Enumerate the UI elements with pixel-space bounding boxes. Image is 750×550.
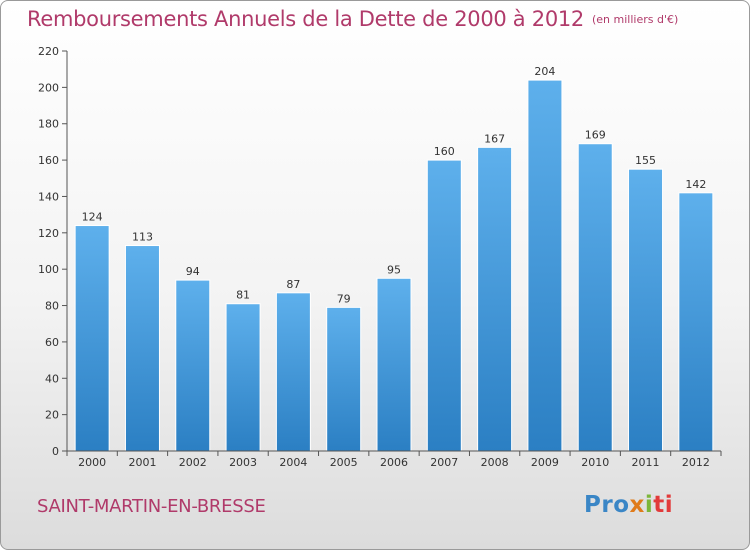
bar xyxy=(527,79,563,452)
bar-value-label: 204 xyxy=(534,65,555,78)
x-tick-label: 2009 xyxy=(531,456,559,469)
y-tick-label: 200 xyxy=(38,81,59,94)
x-tick-label: 2004 xyxy=(279,456,307,469)
x-tick-label: 2006 xyxy=(380,456,408,469)
bar-value-label: 167 xyxy=(484,132,505,145)
y-tick-label: 100 xyxy=(38,263,59,276)
x-tick-label: 2008 xyxy=(481,456,509,469)
bar-value-label: 113 xyxy=(132,231,153,244)
bar xyxy=(628,168,664,452)
x-tick-label: 2012 xyxy=(682,456,710,469)
x-tick-label: 2002 xyxy=(179,456,207,469)
x-tick-label: 2011 xyxy=(632,456,660,469)
bar-value-label: 169 xyxy=(585,129,606,142)
bar-value-label: 79 xyxy=(337,292,351,305)
y-tick-label: 0 xyxy=(52,445,59,458)
x-tick-label: 2010 xyxy=(581,456,609,469)
logo-part-4: ti xyxy=(653,492,674,518)
commune-name: SAINT-MARTIN-EN-BRESSE xyxy=(37,496,266,517)
bar xyxy=(175,279,211,452)
bar xyxy=(577,143,613,452)
title-text: Remboursements Annuels de la Dette de 20… xyxy=(27,7,584,31)
x-tick-label: 2000 xyxy=(78,456,106,469)
x-tick-label: 2007 xyxy=(430,456,458,469)
x-tick-label: 2001 xyxy=(128,456,156,469)
bar xyxy=(426,159,462,452)
x-tick-label: 2005 xyxy=(330,456,358,469)
bar xyxy=(326,306,362,452)
chart-title: Remboursements Annuels de la Dette de 20… xyxy=(27,7,678,31)
unit-label: (en milliers d'€) xyxy=(592,13,679,26)
logo-part-3: i xyxy=(644,492,654,518)
y-tick-label: 20 xyxy=(45,409,59,422)
y-tick-label: 120 xyxy=(38,227,59,240)
bar xyxy=(124,245,160,452)
y-tick-label: 60 xyxy=(45,336,59,349)
bar-value-label: 155 xyxy=(635,154,656,167)
logo-part-1: Pro xyxy=(584,492,630,518)
bar-value-label: 160 xyxy=(434,145,455,158)
bar-value-label: 124 xyxy=(82,211,103,224)
bar-value-label: 95 xyxy=(387,263,401,276)
bar-value-label: 142 xyxy=(685,178,706,191)
y-tick-label: 160 xyxy=(38,154,59,167)
y-tick-label: 220 xyxy=(38,45,59,58)
y-tick-label: 80 xyxy=(45,300,59,313)
bar xyxy=(376,277,412,452)
bar-value-label: 87 xyxy=(286,278,300,291)
bar xyxy=(74,225,110,452)
bar xyxy=(275,292,311,452)
bar xyxy=(225,303,261,452)
bar-value-label: 81 xyxy=(236,289,250,302)
bar xyxy=(678,192,714,452)
y-tick-label: 180 xyxy=(38,118,59,131)
logo-part-2: x xyxy=(629,492,645,518)
proxiti-logo[interactable]: Proxiti xyxy=(584,492,673,518)
y-tick-label: 140 xyxy=(38,190,59,203)
x-tick-label: 2003 xyxy=(229,456,257,469)
bar-value-label: 94 xyxy=(186,265,200,278)
bar xyxy=(477,146,513,452)
y-tick-label: 40 xyxy=(45,372,59,385)
